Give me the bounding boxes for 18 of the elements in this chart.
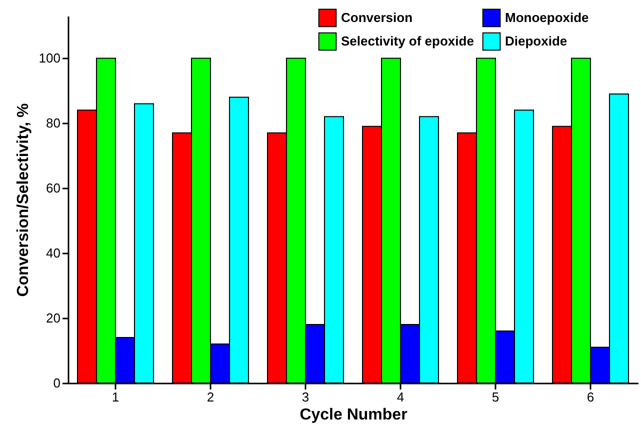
- legend-label: Conversion: [341, 10, 413, 25]
- y-tick-label: 40: [46, 246, 60, 261]
- x-tick-label: 4: [396, 390, 404, 404]
- y-tick-label: 100: [38, 50, 60, 66]
- y-tick-label: 60: [46, 180, 60, 196]
- y-tick-label: 0: [53, 376, 60, 390]
- legend-label: Monoepoxide: [505, 10, 589, 25]
- x-axis-title: Cycle Number: [300, 406, 408, 424]
- y-tick-label: 20: [46, 310, 60, 326]
- y-axis-title: Conversion/Selectivity, %: [14, 103, 32, 297]
- x-tick-label: 5: [492, 390, 500, 404]
- x-tick-label: 2: [206, 390, 214, 404]
- legend-label: Selectivity of epoxide: [341, 34, 474, 48]
- legend-label: Diepoxide: [505, 34, 568, 48]
- x-tick-label: 1: [112, 390, 120, 404]
- y-tick-label: 80: [46, 116, 60, 131]
- x-tick-label: 3: [302, 390, 310, 404]
- x-tick-label: 6: [586, 390, 594, 404]
